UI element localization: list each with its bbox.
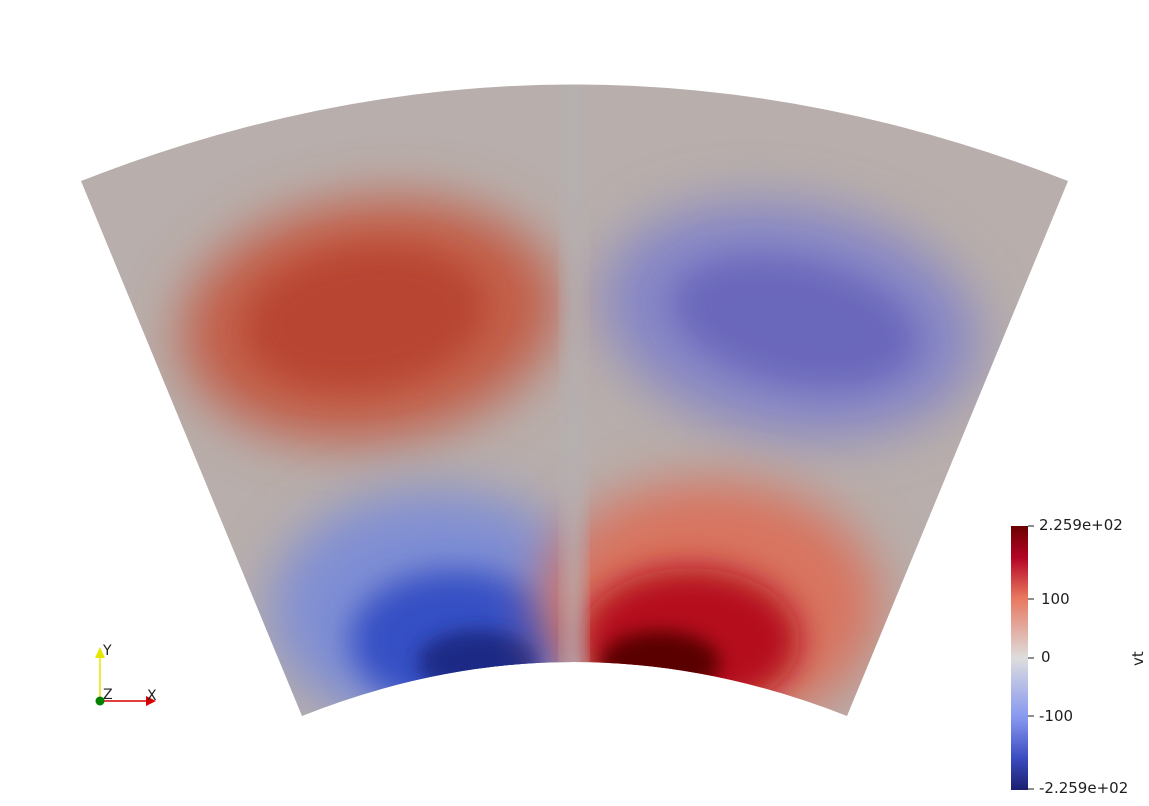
color-bar-label-neg100: -100 — [1039, 707, 1074, 725]
color-bar-label-min: -2.259e+02 — [1039, 779, 1129, 797]
color-bar-label-0: 0 — [1041, 648, 1051, 666]
color-bar-label-max: 2.259e+02 — [1039, 516, 1123, 534]
lower-right-positive-peak — [600, 631, 720, 695]
z-axis-point-icon — [95, 696, 105, 706]
upper-right-negative-core — [672, 256, 918, 388]
upper-left-positive-core — [245, 246, 485, 390]
y-axis-label: Y — [103, 643, 112, 659]
color-bar — [1011, 525, 1034, 790]
z-axis-label: Z — [103, 687, 113, 703]
x-axis-label: X — [147, 688, 157, 704]
zero-contour-center — [566, 84, 582, 716]
color-bar-gradient — [1011, 526, 1028, 790]
x-axis-arrow-icon — [146, 696, 156, 706]
lower-left-negative-peak — [418, 630, 538, 694]
y-axis-arrow-icon — [95, 647, 105, 658]
color-bar-label-100: 100 — [1041, 590, 1070, 608]
color-bar-title: vt — [1129, 651, 1147, 666]
orientation-axes — [95, 647, 156, 706]
